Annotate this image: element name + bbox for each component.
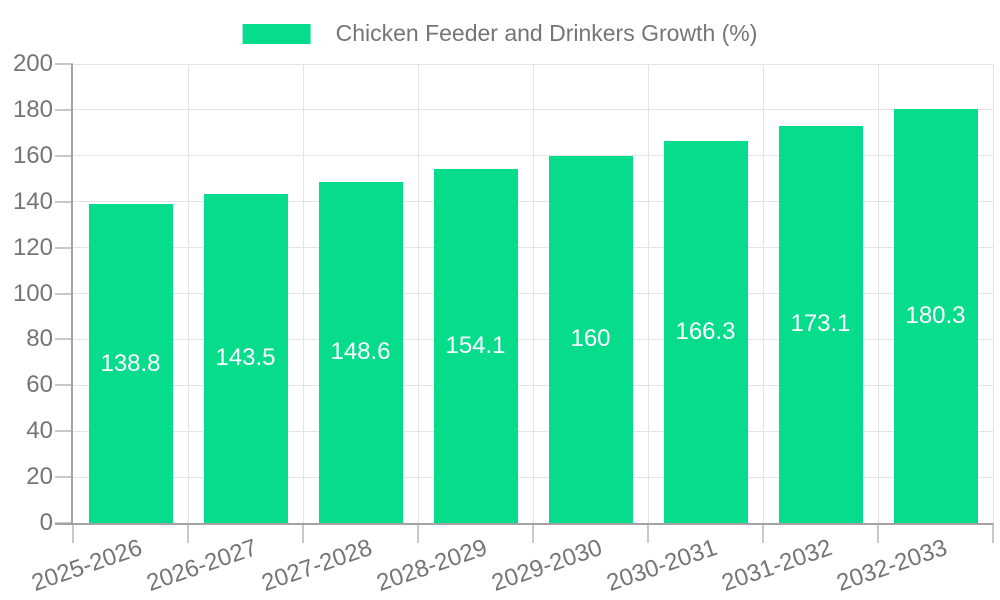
bar-2031-2032[interactable]: 173.1 — [778, 125, 863, 523]
y-axis-tick — [55, 200, 73, 203]
y-axis-tick-label: 140 — [12, 187, 53, 215]
legend-item[interactable]: Chicken Feeder and Drinkers Growth (%) — [242, 20, 758, 47]
x-axis-tick-label: 2027-2028 — [257, 534, 376, 597]
x-axis-tick-label: 2025-2026 — [27, 534, 146, 597]
x-axis-tick-label: 2026-2027 — [142, 534, 261, 597]
y-axis-tick — [55, 154, 73, 157]
y-axis-tick-label: 20 — [26, 463, 53, 491]
x-axis-tick — [72, 523, 74, 543]
x-axis-tick-label: 2031-2032 — [717, 534, 836, 597]
bar-value-label: 160 — [570, 325, 611, 353]
y-axis-tick — [55, 384, 73, 387]
y-axis-tick-label: 120 — [12, 233, 53, 261]
legend-label: Chicken Feeder and Drinkers Growth (%) — [335, 20, 758, 46]
x-axis-tick — [877, 523, 879, 543]
y-axis-tick-label: 200 — [12, 50, 53, 77]
bar-2029-2030[interactable]: 160 — [548, 155, 633, 523]
x-axis-tick-label: 2028-2029 — [372, 534, 491, 597]
x-axis-tick-label: 2029-2030 — [487, 534, 606, 597]
y-axis-tick — [55, 63, 73, 65]
bar-2032-2033[interactable]: 180.3 — [893, 109, 978, 523]
gridline-vertical — [302, 64, 304, 523]
bar-value-label: 148.6 — [330, 338, 391, 366]
y-axis-tick — [55, 338, 73, 341]
gridline-vertical — [877, 64, 879, 523]
y-axis-tick-label: 60 — [26, 371, 53, 399]
gridline-vertical — [647, 64, 649, 523]
y-axis-tick — [55, 430, 73, 433]
y-axis-tick-label: 160 — [12, 141, 53, 169]
y-axis-tick — [55, 292, 73, 295]
y-axis-tick-label: 40 — [26, 417, 53, 445]
y-axis-tick-label: 100 — [12, 279, 53, 307]
gridline-horizontal — [73, 63, 993, 65]
y-axis-tick-label: 0 — [39, 509, 53, 536]
x-axis-tick-label: 2030-2031 — [602, 534, 721, 597]
x-axis-tick — [187, 523, 189, 543]
x-axis-tick — [532, 523, 534, 543]
y-axis-tick — [55, 108, 73, 111]
x-axis-tick — [992, 523, 994, 543]
bar-2026-2027[interactable]: 143.5 — [203, 193, 288, 523]
bar-value-label: 173.1 — [790, 310, 851, 338]
gridline-vertical — [532, 64, 534, 523]
y-axis-tick — [55, 522, 73, 524]
bar-value-label: 154.1 — [445, 332, 506, 360]
bar-value-label: 166.3 — [675, 318, 736, 346]
y-axis-tick — [55, 246, 73, 249]
bar-2028-2029[interactable]: 154.1 — [433, 169, 518, 523]
bar-2027-2028[interactable]: 148.6 — [318, 181, 403, 523]
x-axis-tick — [647, 523, 649, 543]
legend-swatch — [242, 23, 311, 44]
x-axis-tick-label: 2032-2033 — [832, 534, 951, 597]
gridline-vertical — [187, 64, 189, 523]
gridline-horizontal — [73, 109, 993, 111]
y-axis-tick-label: 180 — [12, 95, 53, 123]
y-axis-tick-label: 80 — [26, 325, 53, 353]
x-axis-tick — [762, 523, 764, 543]
bar-value-label: 180.3 — [905, 302, 966, 330]
x-axis-tick — [417, 523, 419, 543]
gridline-vertical — [762, 64, 764, 523]
y-axis-tick — [55, 476, 73, 479]
y-axis-line — [71, 64, 73, 525]
gridline-vertical — [992, 64, 994, 523]
bar-2030-2031[interactable]: 166.3 — [663, 141, 748, 523]
gridline-vertical — [417, 64, 419, 523]
bar-value-label: 138.8 — [100, 349, 161, 377]
bar-2025-2026[interactable]: 138.8 — [88, 204, 173, 523]
x-axis-line — [55, 523, 993, 525]
bar-value-label: 143.5 — [215, 344, 276, 372]
x-axis-tick — [302, 523, 304, 543]
